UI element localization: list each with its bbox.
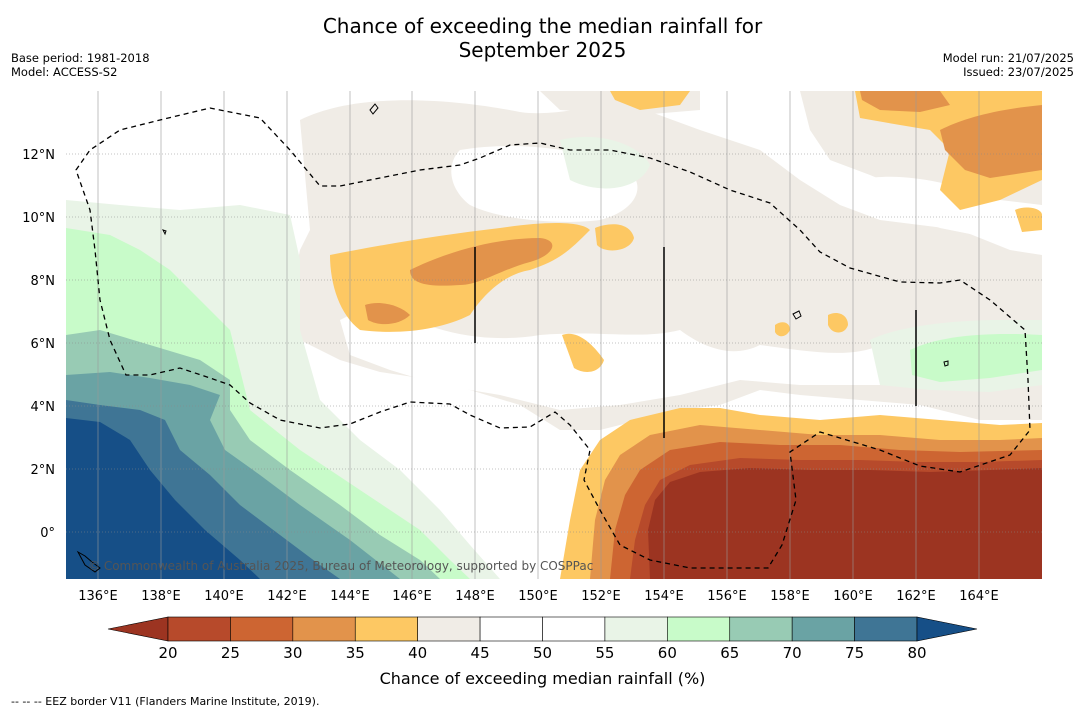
lat-tick-labels: 12°N 10°N 8°N 6°N 4°N 2°N 0° [22,148,55,541]
colorbar-segment [729,616,793,642]
colorbar-segment [479,616,543,642]
colorbar-tick-label: 60 [658,644,677,662]
lat-tick-8n: 8°N [31,274,56,289]
lon-tick-156e: 156°E [707,589,747,604]
lon-tick-154e: 154°E [644,589,684,604]
title-line-2: September 2025 [458,38,627,62]
colorbar-tick-label: 40 [408,644,427,662]
colorbar-segment [354,616,418,642]
lon-tick-152e: 152°E [581,589,621,604]
lon-tick-148e: 148°E [455,589,495,604]
colorbar-tick-label: 75 [845,644,864,662]
colorbar-segments [167,616,918,642]
lon-tick-142e: 142°E [267,589,307,604]
islands [76,103,949,573]
title-line-1: Chance of exceeding the median rainfall … [322,14,763,38]
colorbar-tick-label: 25 [221,644,240,662]
colorbar-tick-label: 20 [158,644,177,662]
lon-tick-labels: 136°E 138°E 140°E 142°E 144°E 146°E 148°… [78,589,999,604]
eez-border-north [75,107,1031,569]
colorbar: 20 25 30 35 40 45 50 55 60 65 70 75 80 [107,616,978,662]
lat-tick-10n: 10°N [22,211,55,226]
lat-tick-0: 0° [40,526,55,541]
colorbar-label: Chance of exceeding median rainfall (%) [379,669,706,688]
copyright-text: © Commonwealth of Australia 2025, Bureau… [88,559,593,573]
longitude-lines [97,91,980,579]
colorbar-segment [292,616,356,642]
colorbar-segment [417,616,481,642]
meta-left: Base period: 1981-2018 Model: ACCESS-S2 [11,51,150,79]
colorbar-segment [167,616,231,642]
base-period: Base period: 1981-2018 [11,51,150,65]
colorbar-segment [667,616,731,642]
model-name: Model: ACCESS-S2 [11,65,118,79]
colorbar-tick-label: 55 [595,644,614,662]
lat-tick-12n: 12°N [22,148,55,163]
issued-date: Issued: 23/07/2025 [963,65,1074,79]
colorbar-segment [230,616,294,642]
meta-right: Model run: 21/07/2025 Issued: 23/07/2025 [943,51,1074,79]
graticule [66,153,1042,533]
colorbar-ticks: 20 25 30 35 40 45 50 55 60 65 70 75 80 [158,644,926,662]
lon-tick-146e: 146°E [392,589,432,604]
lon-tick-162e: 162°E [896,589,936,604]
lon-tick-150e: 150°E [518,589,558,604]
lon-tick-140e: 140°E [204,589,244,604]
chart-title: Chance of exceeding the median rainfall … [0,14,1085,62]
colorbar-tick-label: 50 [533,644,552,662]
map-area: © Commonwealth of Australia 2025, Bureau… [66,91,1042,579]
border-segments [474,247,917,438]
colorbar-tick-label: 30 [283,644,302,662]
lat-tick-2n: 2°N [31,463,56,478]
colorbar-high-arrow [916,616,978,642]
colorbar-tick-label: 65 [720,644,739,662]
colorbar-tick-label: 70 [783,644,802,662]
colorbar-segment [791,616,855,642]
lat-tick-4n: 4°N [31,400,56,415]
lon-tick-158e: 158°E [770,589,810,604]
lat-tick-6n: 6°N [31,337,56,352]
lon-tick-138e: 138°E [141,589,181,604]
colorbar-tick-label: 45 [471,644,490,662]
colorbar-tick-label: 80 [907,644,926,662]
lon-tick-164e: 164°E [959,589,999,604]
colorbar-tick-label: 35 [346,644,365,662]
model-run: Model run: 21/07/2025 [942,51,1074,65]
footnote: -- -- -- EEZ border V11 (Flanders Marine… [11,695,320,708]
colorbar-low-arrow [107,616,169,642]
lon-tick-144e: 144°E [330,589,370,604]
colorbar-segment [542,616,606,642]
lon-tick-136e: 136°E [78,589,118,604]
colorbar-segment [854,616,918,642]
lon-tick-160e: 160°E [833,589,873,604]
colorbar-segment [604,616,668,642]
